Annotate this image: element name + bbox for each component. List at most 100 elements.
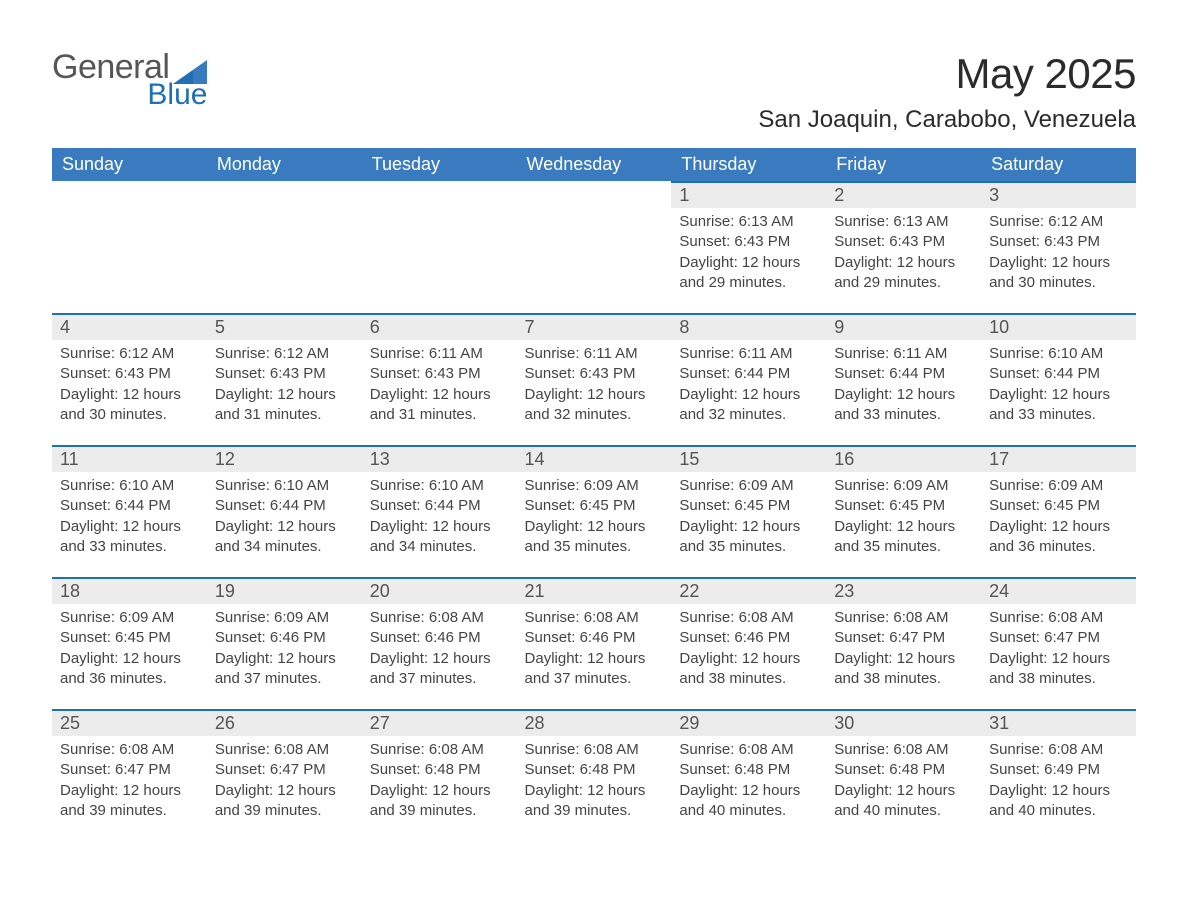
sunset: Sunset: 6:44 PM — [215, 496, 354, 516]
day-details: Sunrise: 6:08 AMSunset: 6:49 PMDaylight:… — [981, 736, 1136, 827]
sunset-value: 6:48 PM — [425, 761, 481, 778]
daylight: Daylight: 12 hours and 30 minutes. — [60, 385, 199, 426]
day-details: Sunrise: 6:09 AMSunset: 6:45 PMDaylight:… — [517, 472, 672, 563]
daylight: Daylight: 12 hours and 34 minutes. — [370, 517, 509, 558]
sunrise-prefix: Sunrise: — [834, 477, 893, 494]
day-number: 3 — [981, 181, 1136, 208]
sunset: Sunset: 6:44 PM — [370, 496, 509, 516]
day-details: Sunrise: 6:12 AMSunset: 6:43 PMDaylight:… — [981, 208, 1136, 299]
sunrise-prefix: Sunrise: — [834, 213, 893, 230]
day-details: Sunrise: 6:08 AMSunset: 6:48 PMDaylight:… — [671, 736, 826, 827]
daylight: Daylight: 12 hours and 32 minutes. — [525, 385, 664, 426]
sunrise: Sunrise: 6:08 AM — [215, 740, 354, 760]
sunset-prefix: Sunset: — [989, 629, 1044, 646]
sunrise-value: 6:10 AM — [274, 477, 329, 494]
title-block: May 2025 San Joaquin, Carabobo, Venezuel… — [758, 50, 1136, 134]
daylight: Daylight: 12 hours and 29 minutes. — [679, 253, 818, 294]
calendar-cell: 25Sunrise: 6:08 AMSunset: 6:47 PMDayligh… — [52, 709, 207, 841]
calendar-cell: 30Sunrise: 6:08 AMSunset: 6:48 PMDayligh… — [826, 709, 981, 841]
sunset-value: 6:46 PM — [734, 629, 790, 646]
calendar-cell: 15Sunrise: 6:09 AMSunset: 6:45 PMDayligh… — [671, 445, 826, 577]
sunrise: Sunrise: 6:12 AM — [215, 344, 354, 364]
sunrise-prefix: Sunrise: — [215, 477, 274, 494]
day-number: 24 — [981, 577, 1136, 604]
daylight: Daylight: 12 hours and 33 minutes. — [60, 517, 199, 558]
calendar-cell: 10Sunrise: 6:10 AMSunset: 6:44 PMDayligh… — [981, 313, 1136, 445]
sunset-prefix: Sunset: — [989, 761, 1044, 778]
sunrise-value: 6:12 AM — [274, 345, 329, 362]
daylight: Daylight: 12 hours and 40 minutes. — [679, 781, 818, 822]
daylight-prefix: Daylight: — [215, 782, 278, 799]
daylight: Daylight: 12 hours and 33 minutes. — [834, 385, 973, 426]
daylight: Daylight: 12 hours and 32 minutes. — [679, 385, 818, 426]
sunset-prefix: Sunset: — [989, 365, 1044, 382]
day-number: 17 — [981, 445, 1136, 472]
sunrise-prefix: Sunrise: — [215, 741, 274, 758]
sunset: Sunset: 6:45 PM — [834, 496, 973, 516]
weekday-header: Wednesday — [517, 148, 672, 181]
sunrise-prefix: Sunrise: — [679, 741, 738, 758]
sunset-prefix: Sunset: — [60, 629, 115, 646]
day-details: Sunrise: 6:11 AMSunset: 6:43 PMDaylight:… — [362, 340, 517, 431]
calendar-cell: 8Sunrise: 6:11 AMSunset: 6:44 PMDaylight… — [671, 313, 826, 445]
daylight: Daylight: 12 hours and 35 minutes. — [525, 517, 664, 558]
sunrise-value: 6:08 AM — [119, 741, 174, 758]
calendar-cell: 28Sunrise: 6:08 AMSunset: 6:48 PMDayligh… — [517, 709, 672, 841]
sunset: Sunset: 6:44 PM — [834, 364, 973, 384]
sunrise-value: 6:09 AM — [1048, 477, 1103, 494]
sunrise-value: 6:08 AM — [584, 741, 639, 758]
daylight-prefix: Daylight: — [834, 386, 897, 403]
sunrise-prefix: Sunrise: — [834, 609, 893, 626]
daylight: Daylight: 12 hours and 40 minutes. — [989, 781, 1128, 822]
sunset-prefix: Sunset: — [679, 365, 734, 382]
daylight-prefix: Daylight: — [834, 254, 897, 271]
sunrise: Sunrise: 6:09 AM — [215, 608, 354, 628]
sunrise-value: 6:10 AM — [429, 477, 484, 494]
daylight-prefix: Daylight: — [215, 386, 278, 403]
daylight: Daylight: 12 hours and 37 minutes. — [525, 649, 664, 690]
day-number: 5 — [207, 313, 362, 340]
sunset-prefix: Sunset: — [679, 233, 734, 250]
day-number: 13 — [362, 445, 517, 472]
sunrise: Sunrise: 6:09 AM — [834, 476, 973, 496]
day-number: 23 — [826, 577, 981, 604]
sunrise-value: 6:13 AM — [739, 213, 794, 230]
day-number: 22 — [671, 577, 826, 604]
sunrise-value: 6:10 AM — [119, 477, 174, 494]
daylight-prefix: Daylight: — [834, 518, 897, 535]
day-details: Sunrise: 6:10 AMSunset: 6:44 PMDaylight:… — [207, 472, 362, 563]
sunrise-prefix: Sunrise: — [989, 609, 1048, 626]
sunrise: Sunrise: 6:09 AM — [60, 608, 199, 628]
daylight-prefix: Daylight: — [370, 518, 433, 535]
sunset-prefix: Sunset: — [215, 629, 270, 646]
daylight: Daylight: 12 hours and 39 minutes. — [215, 781, 354, 822]
sunrise-value: 6:11 AM — [893, 345, 947, 362]
sunrise-value: 6:11 AM — [739, 345, 793, 362]
daylight-prefix: Daylight: — [834, 782, 897, 799]
sunrise-value: 6:09 AM — [893, 477, 948, 494]
day-number: 27 — [362, 709, 517, 736]
sunrise-prefix: Sunrise: — [679, 609, 738, 626]
calendar-cell: 13Sunrise: 6:10 AMSunset: 6:44 PMDayligh… — [362, 445, 517, 577]
sunrise: Sunrise: 6:08 AM — [525, 740, 664, 760]
calendar-cell: 6Sunrise: 6:11 AMSunset: 6:43 PMDaylight… — [362, 313, 517, 445]
sunset-value: 6:47 PM — [115, 761, 171, 778]
daylight-prefix: Daylight: — [370, 782, 433, 799]
day-details: Sunrise: 6:12 AMSunset: 6:43 PMDaylight:… — [52, 340, 207, 431]
sunrise: Sunrise: 6:13 AM — [834, 212, 973, 232]
sunrise: Sunrise: 6:08 AM — [679, 740, 818, 760]
daylight-prefix: Daylight: — [679, 782, 742, 799]
sunset-value: 6:44 PM — [115, 497, 171, 514]
sunset-prefix: Sunset: — [679, 497, 734, 514]
sunset: Sunset: 6:46 PM — [679, 628, 818, 648]
sunset: Sunset: 6:43 PM — [370, 364, 509, 384]
calendar-cell: 3Sunrise: 6:12 AMSunset: 6:43 PMDaylight… — [981, 181, 1136, 313]
calendar-cell: 22Sunrise: 6:08 AMSunset: 6:46 PMDayligh… — [671, 577, 826, 709]
sunrise-prefix: Sunrise: — [60, 477, 119, 494]
sunrise: Sunrise: 6:11 AM — [679, 344, 818, 364]
day-details: Sunrise: 6:12 AMSunset: 6:43 PMDaylight:… — [207, 340, 362, 431]
sunrise: Sunrise: 6:10 AM — [989, 344, 1128, 364]
calendar-cell: 16Sunrise: 6:09 AMSunset: 6:45 PMDayligh… — [826, 445, 981, 577]
sunrise-value: 6:08 AM — [584, 609, 639, 626]
day-number: 29 — [671, 709, 826, 736]
